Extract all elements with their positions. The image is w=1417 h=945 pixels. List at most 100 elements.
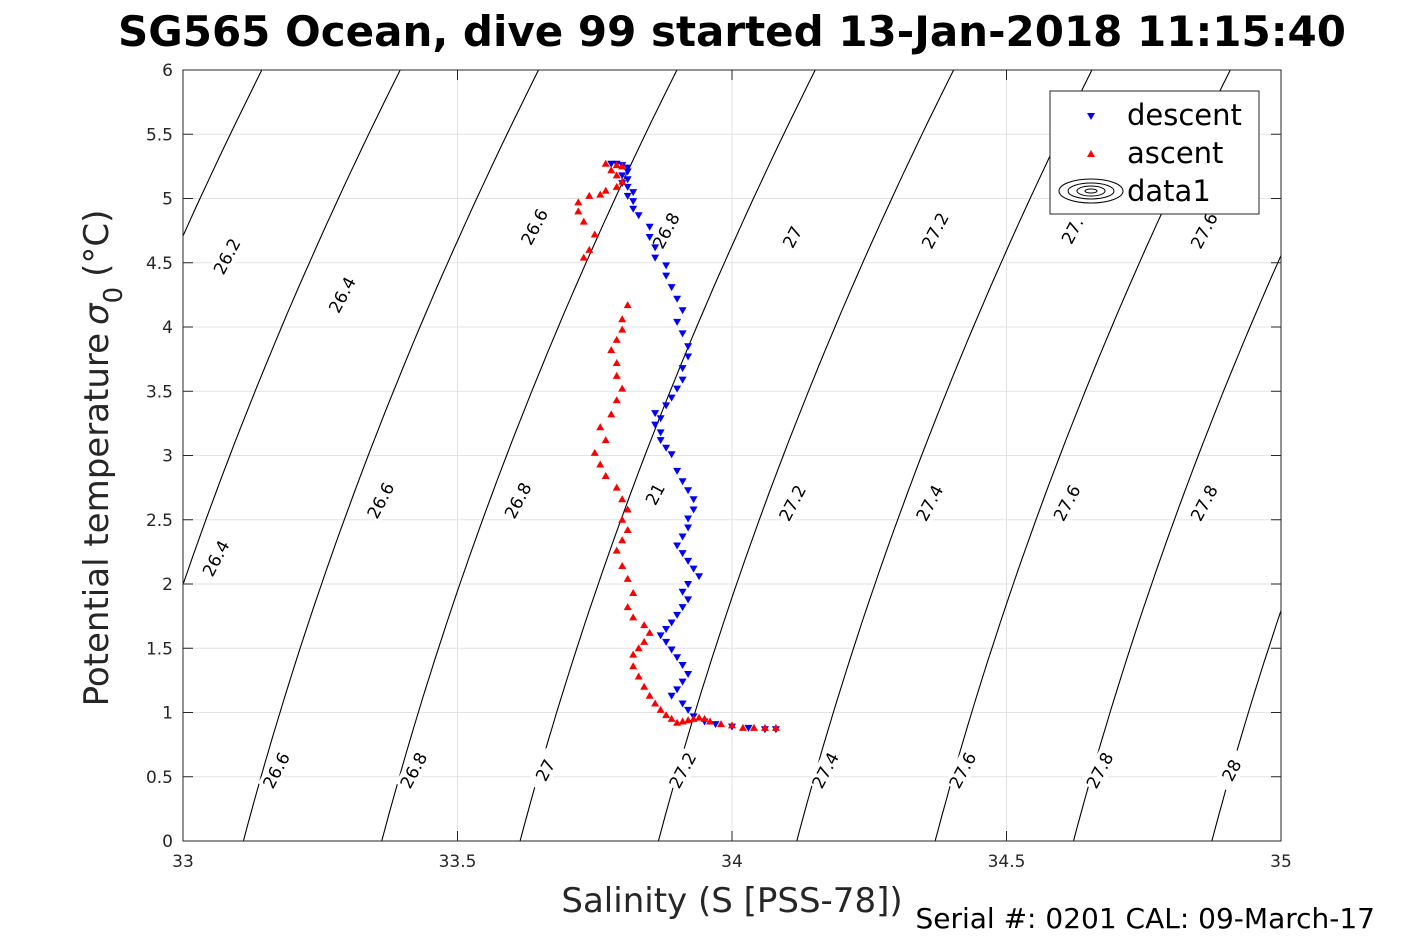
- contour-label-bg: [258, 747, 295, 793]
- ascent-point: [618, 315, 627, 323]
- contour-label-bg: [499, 478, 537, 523]
- descent-point: [684, 706, 693, 714]
- descent-point: [673, 295, 682, 303]
- contour-label-bg: [197, 535, 235, 581]
- contour-label-bg: [527, 747, 564, 793]
- descent-point: [689, 565, 698, 573]
- descent-point: [678, 330, 687, 338]
- y-tick-label: 3: [162, 447, 173, 467]
- ascent-point: [618, 162, 627, 170]
- ascent-point: [618, 536, 627, 544]
- descent-point: [678, 533, 687, 541]
- contour-label-bg: [516, 204, 553, 250]
- ascent-point: [640, 621, 649, 629]
- ascent-point: [673, 718, 682, 726]
- y-tick-label: 6: [162, 61, 173, 81]
- contour-label: 26.6: [516, 204, 553, 250]
- descent-point: [656, 415, 665, 423]
- ascent-point: [629, 588, 638, 596]
- isopycnal-line: [796, 70, 1093, 841]
- descent-point: [629, 189, 638, 197]
- y-axis-label: Potential temperature σ0 (°C): [77, 210, 129, 707]
- ascent-point: [585, 245, 594, 253]
- ascent-point: [706, 717, 715, 725]
- descent-point: [678, 661, 687, 669]
- ascent-point: [684, 716, 693, 724]
- isopycnal-line: [183, 70, 401, 587]
- y-axis-label-text: Potential temperature: [77, 333, 117, 706]
- descent-point: [662, 262, 671, 270]
- ascent-point: [728, 721, 736, 729]
- x-tick-label: 34: [721, 852, 743, 872]
- ascent-point: [640, 682, 649, 690]
- descent-point: [678, 307, 687, 315]
- ascent-point: [634, 644, 643, 652]
- ascent-point: [574, 207, 583, 215]
- ascent-point: [612, 161, 621, 169]
- ascent-point: [585, 191, 594, 199]
- ascent-point: [601, 436, 610, 444]
- descent-point: [656, 429, 665, 437]
- contour-label-bg: [1185, 208, 1223, 253]
- contour-label: 27: [774, 214, 811, 260]
- data-points: [574, 159, 780, 734]
- legend-box: [1049, 90, 1260, 215]
- contour-label: 26.4: [197, 535, 235, 581]
- descent-point: [684, 487, 693, 495]
- descent-point: [662, 444, 671, 452]
- contour-label: 28: [1213, 747, 1250, 793]
- contour-label-bg: [395, 747, 432, 793]
- contour-label: 27.6: [1048, 480, 1085, 526]
- y-tick-label: 0.5: [146, 768, 173, 788]
- contour-label-bg: [636, 471, 674, 517]
- descent-point: [684, 353, 693, 361]
- ascent-point: [612, 483, 621, 491]
- ascent-point: [590, 448, 599, 456]
- contour-label-bg: [774, 480, 811, 526]
- descent-point: [645, 234, 654, 242]
- x-axis-label: Salinity (S [PSS-78]): [561, 881, 902, 921]
- contour-label: 27.2: [774, 480, 811, 526]
- ascent-point: [651, 699, 660, 707]
- contour-label: 27.8: [1081, 747, 1118, 793]
- y-tick-label: 3.5: [146, 382, 173, 402]
- ascent-point: [667, 714, 676, 722]
- ascent-point: [662, 711, 671, 719]
- contour-label-bg: [664, 747, 701, 793]
- contour-labels: 26.2 26.4 26.6 26.8 27 27.2 27. 27.6 26.4 26.6 26.…: [197, 204, 1250, 793]
- ascent-point: [579, 253, 588, 261]
- contour-label: 26.6: [258, 747, 295, 793]
- descent-point: [656, 437, 665, 445]
- descent-point: [684, 581, 693, 588]
- descent-point: [618, 172, 627, 180]
- ascent-point: [695, 713, 704, 721]
- contour-label-bg: [323, 272, 361, 318]
- legend-descent-marker: [1087, 113, 1095, 120]
- contour-label: 27.4: [911, 480, 948, 526]
- chart-title: SG565 Ocean, dive 99 started 13-Jan-2018…: [118, 7, 1346, 56]
- ascent-point: [640, 637, 649, 645]
- descent-point: [673, 611, 682, 619]
- descent-point: [651, 254, 660, 262]
- x-axis-ticks: 33 33.5 34 34.5 35: [172, 70, 1292, 872]
- contour-label: 27.2: [916, 208, 954, 253]
- descent-point: [678, 478, 687, 486]
- descent-point: [673, 542, 682, 550]
- ascent-point: [612, 396, 621, 404]
- ascent-point: [612, 171, 621, 179]
- ascent-point: [596, 190, 605, 198]
- ascent-point: [612, 546, 621, 554]
- descent-point: [651, 421, 660, 429]
- descent-point: [667, 451, 676, 459]
- descent-point: [673, 385, 682, 393]
- descent-point: [673, 318, 682, 326]
- descent-point: [678, 700, 687, 708]
- contour-label-bg: [1213, 747, 1250, 793]
- ascent-point: [629, 613, 638, 621]
- ascent-point: [601, 159, 610, 167]
- y-axis-ticks: 0 0.5 1 1.5 2 2.5 3 3.5 4 4.5 5 5.5 6: [146, 61, 1281, 852]
- ascent-point: [760, 723, 769, 731]
- descent-point: [678, 376, 687, 384]
- ascent-point: [618, 515, 627, 523]
